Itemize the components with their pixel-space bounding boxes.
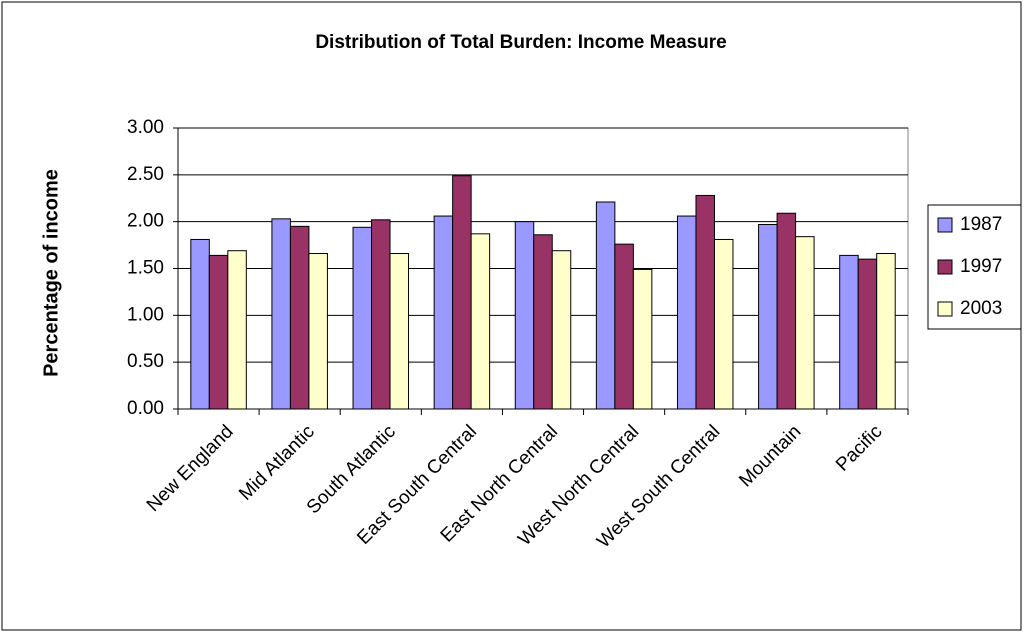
bar <box>758 223 778 410</box>
bar <box>389 253 410 410</box>
legend-label: 2003 <box>960 298 1002 319</box>
chart-title: Distribution of Total Burden: Income Mea… <box>315 32 726 53</box>
bar <box>208 254 229 410</box>
bar <box>839 254 859 410</box>
bar <box>595 201 616 410</box>
bar <box>289 225 310 410</box>
bar <box>676 215 697 410</box>
bar <box>551 250 572 410</box>
bar <box>308 253 328 410</box>
legend-label: 1997 <box>960 256 1002 277</box>
y-axis-label: Percentage of income <box>40 169 62 377</box>
bar <box>795 236 815 410</box>
bar <box>632 268 653 410</box>
bar <box>695 194 715 410</box>
bar <box>713 238 734 410</box>
bar <box>857 258 878 410</box>
bar <box>470 233 491 410</box>
y-tick-label: 1.50 <box>127 258 164 279</box>
bar <box>876 253 896 410</box>
bar <box>776 212 797 410</box>
bar <box>271 218 291 410</box>
bar <box>614 243 634 410</box>
y-tick-label: 2.00 <box>127 211 164 232</box>
bar <box>433 215 454 410</box>
bar <box>352 226 373 410</box>
bar <box>227 250 247 410</box>
y-tick-label: 0.00 <box>127 398 164 419</box>
y-tick-label: 3.00 <box>127 117 164 138</box>
legend-label: 1987 <box>960 214 1002 235</box>
bar <box>514 221 535 410</box>
bar <box>371 219 391 410</box>
bar <box>452 175 472 410</box>
y-tick-label: 2.50 <box>127 164 164 185</box>
y-tick-label: 0.50 <box>127 351 164 372</box>
legend-swatch <box>937 259 953 275</box>
bar <box>533 234 553 410</box>
bar <box>190 238 210 410</box>
legend-swatch <box>937 301 953 317</box>
legend-swatch <box>937 217 953 233</box>
y-tick-label: 1.00 <box>127 304 164 325</box>
